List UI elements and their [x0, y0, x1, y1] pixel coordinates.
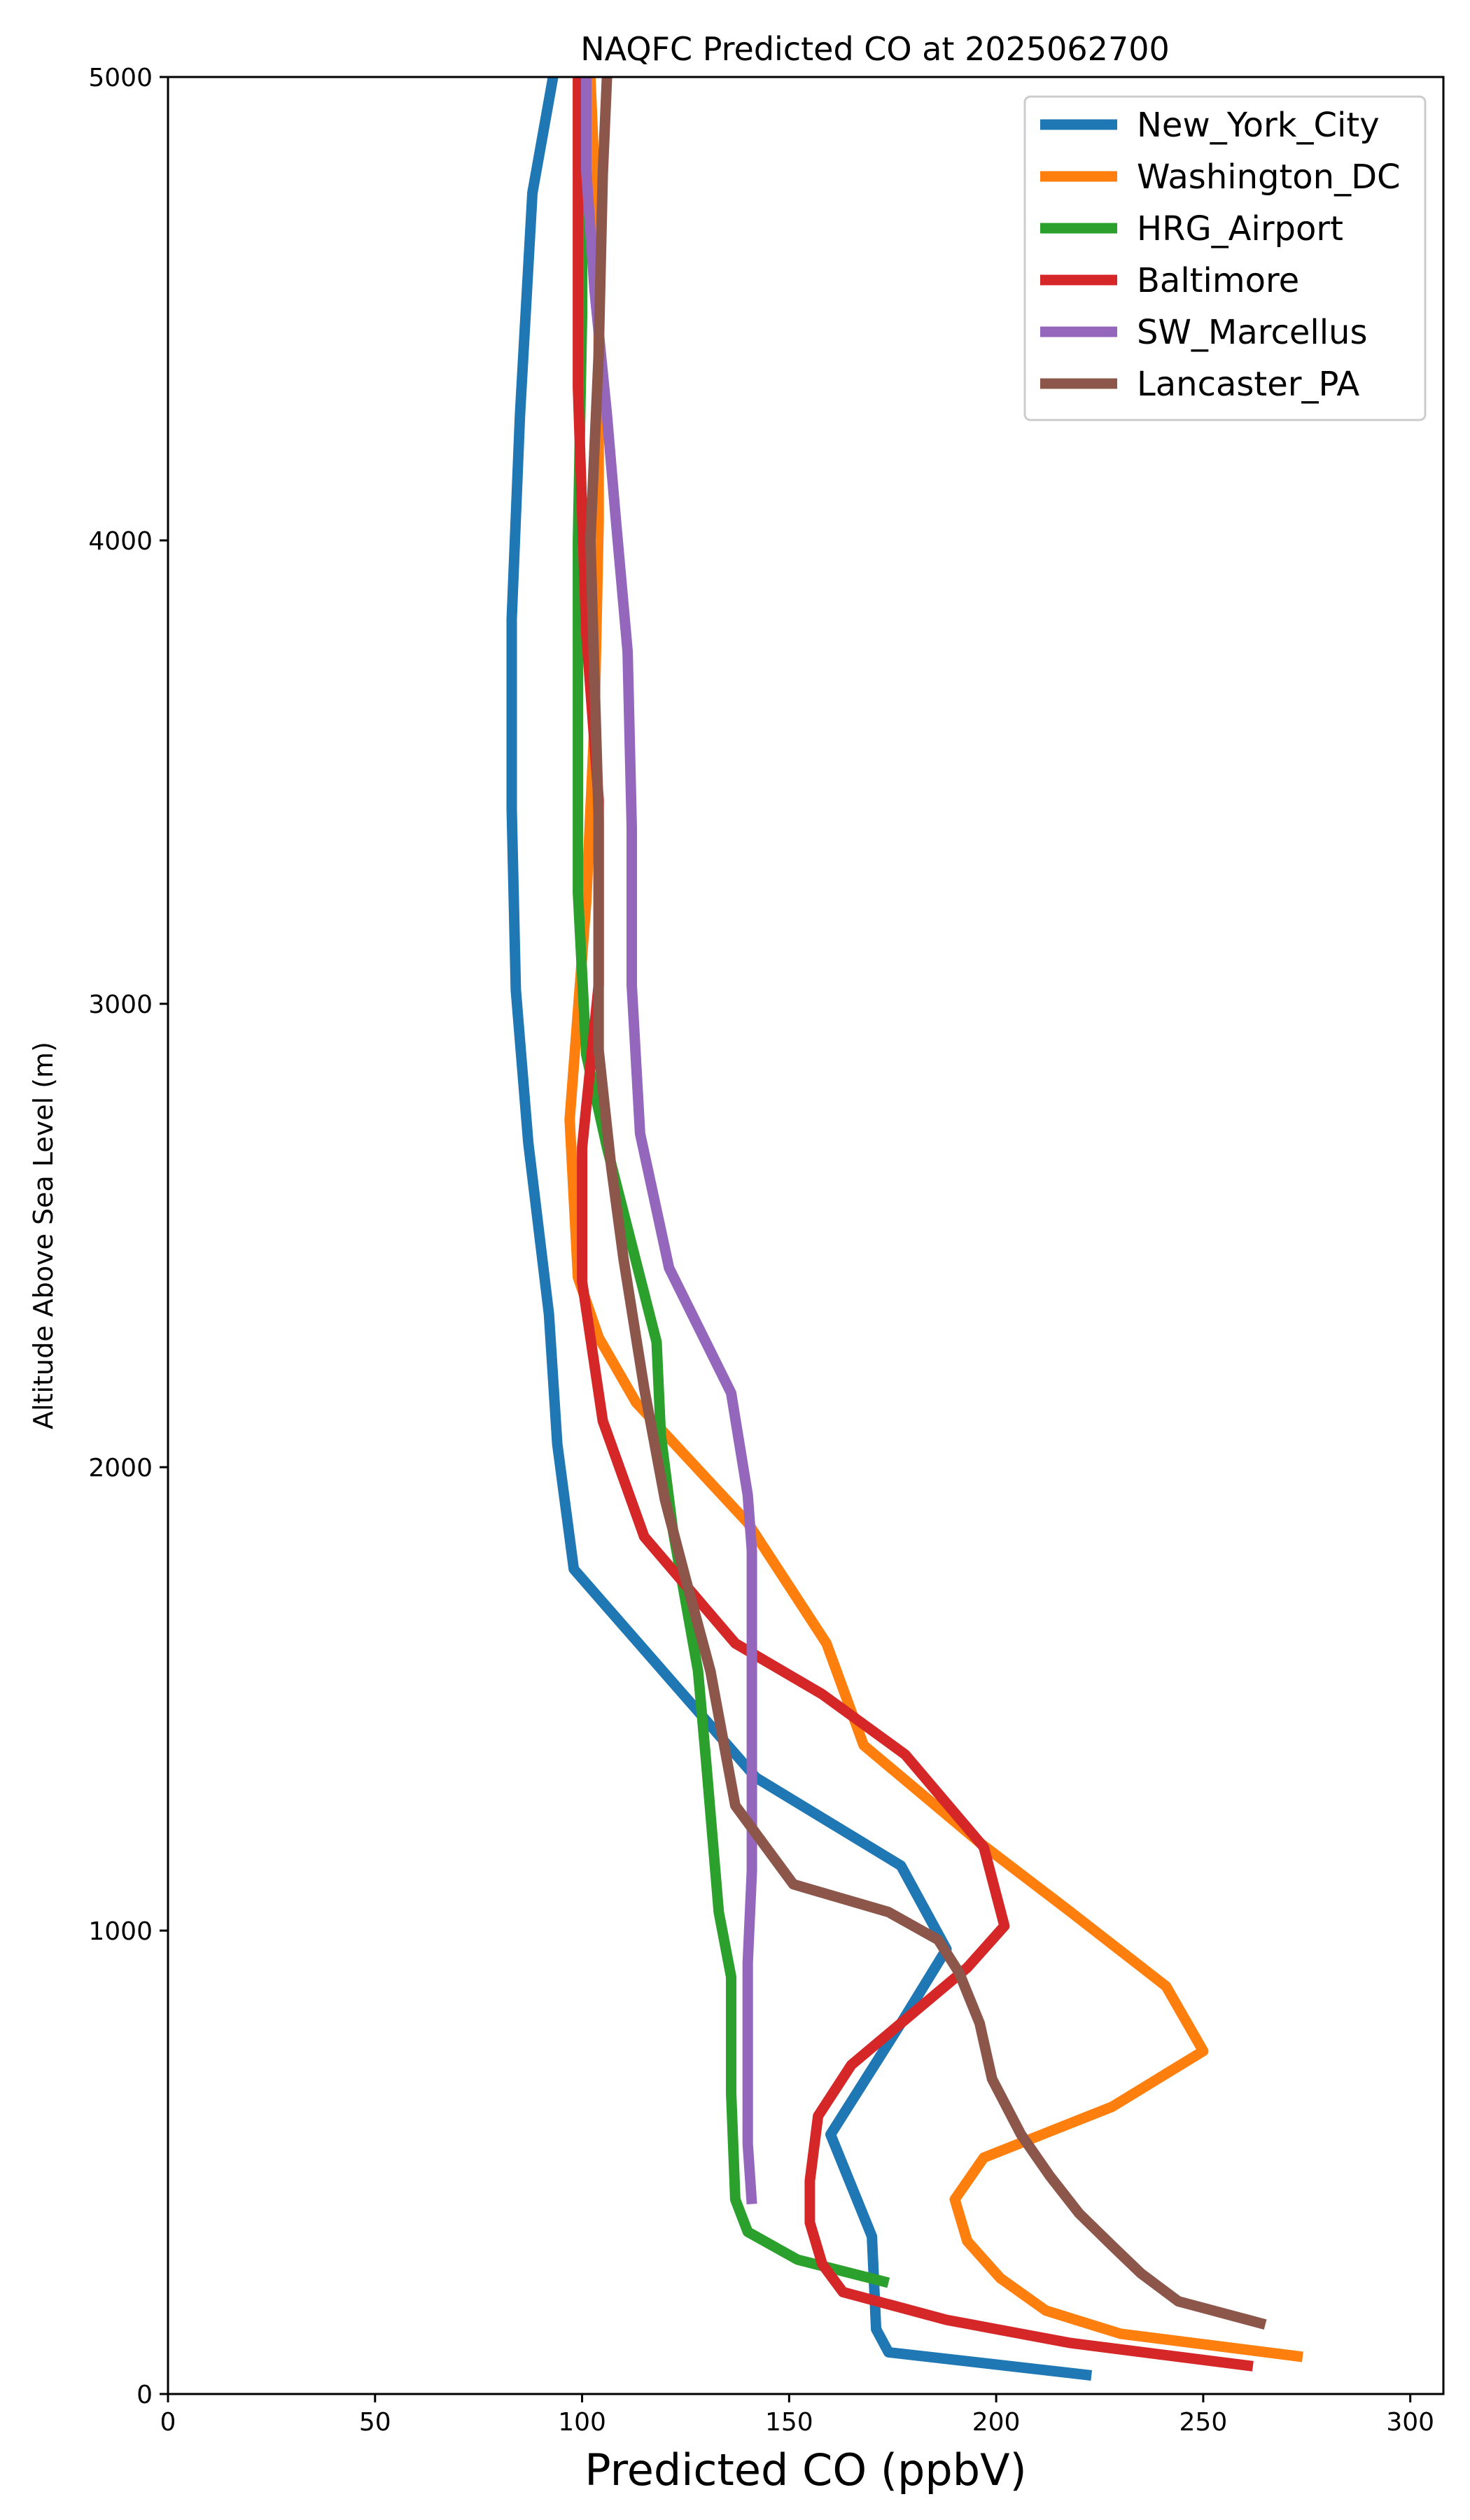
y-axis-label: Altitude Above Sea Level (m) — [28, 1042, 59, 1429]
x-tick-label-4: 200 — [972, 2408, 1021, 2437]
x-tick-label-0: 0 — [160, 2408, 176, 2437]
x-tick-label-6: 300 — [1386, 2408, 1434, 2437]
chart-title: NAQFC Predicted CO at 2025062700 — [580, 30, 1170, 68]
x-tick-label-3: 150 — [765, 2408, 813, 2437]
x-axis: 0 50 100 150 200 250 300 — [160, 2394, 1434, 2437]
legend-label-0: New_York_City — [1137, 106, 1380, 145]
y-tick-label-1: 1000 — [88, 1917, 153, 1946]
series-layer — [506, 76, 1303, 2381]
series-line-0 — [506, 76, 1093, 2381]
series-line-4 — [581, 77, 757, 2205]
y-tick-label-4: 4000 — [88, 527, 153, 556]
legend-label-3: Baltimore — [1137, 261, 1299, 300]
y-tick-label-0: 0 — [136, 2381, 153, 2409]
legend-label-4: SW_Marcellus — [1137, 313, 1367, 352]
y-tick-label-2: 2000 — [88, 1454, 153, 1483]
legend-label-1: Washington_DC — [1137, 158, 1401, 197]
x-tick-label-5: 250 — [1180, 2408, 1228, 2437]
legend: New_York_City Washington_DC HRG_Airport Bal… — [1023, 95, 1427, 421]
y-tick-label-3: 3000 — [88, 990, 153, 1019]
legend-label-5: Lancaster_PA — [1137, 365, 1359, 404]
x-axis-label: Predicted CO (ppbV) — [584, 2444, 1026, 2496]
series-line-2 — [573, 77, 890, 2288]
y-axis: 0 1000 2000 3000 4000 5000 — [88, 64, 168, 2409]
series-line-5 — [584, 76, 1267, 2330]
x-tick-label-1: 50 — [359, 2408, 391, 2437]
x-tick-label-2: 100 — [558, 2408, 606, 2437]
legend-label-2: HRG_Airport — [1137, 209, 1343, 248]
plot-frame — [167, 76, 1445, 2395]
legend-box — [1023, 95, 1427, 421]
y-tick-label-5: 5000 — [88, 64, 153, 92]
